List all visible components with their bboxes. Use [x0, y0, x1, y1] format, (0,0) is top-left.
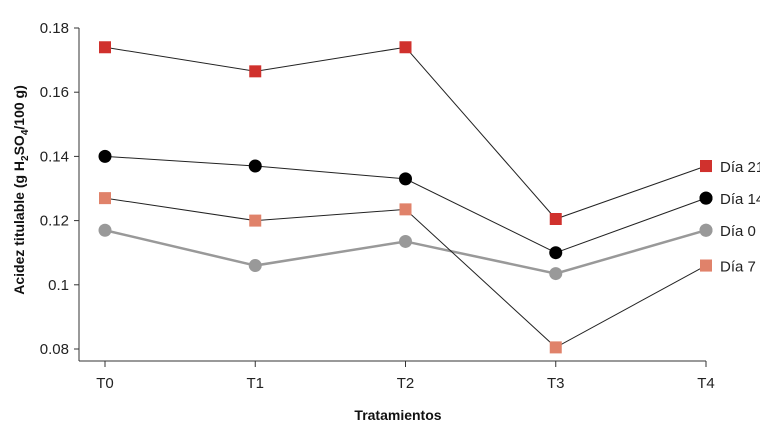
legend-marker	[700, 160, 712, 173]
y-tick-label: 0.14	[40, 148, 69, 165]
data-point	[249, 214, 262, 227]
legend-label: Día 14	[720, 191, 760, 208]
data-point	[549, 267, 563, 281]
series-line	[104, 46, 707, 220]
x-tick-label: T0	[96, 375, 114, 392]
x-axis-title: Tratamientos	[354, 407, 441, 423]
data-point	[549, 212, 562, 225]
x-tick-label: T3	[547, 375, 565, 392]
legend-marker	[699, 223, 713, 237]
legend-marker	[700, 259, 712, 272]
x-tick-label: T4	[697, 375, 715, 392]
data-point	[99, 41, 111, 54]
y-tick-label: 0.08	[40, 341, 69, 358]
data-point	[98, 223, 112, 237]
series-line	[104, 197, 707, 349]
x-tick-label: T1	[246, 375, 264, 392]
y-tick-label: 0.18	[40, 20, 69, 37]
y-tick-label: 0.16	[40, 84, 69, 101]
x-tick-label: T2	[397, 375, 415, 392]
data-point	[399, 41, 412, 54]
data-point	[549, 341, 562, 354]
data-point	[248, 259, 262, 273]
legend-label: Día 7	[720, 259, 756, 276]
data-point	[399, 172, 412, 186]
data-point	[249, 65, 262, 78]
series-layer	[98, 41, 713, 354]
x-axis-ticks: T0 T1 T2 T3 T4	[96, 361, 715, 392]
y-axis-ticks: 0.08 0.1 0.12 0.14 0.16 0.18	[40, 20, 79, 358]
legend-label: Día 0	[720, 223, 756, 240]
data-point	[549, 246, 563, 260]
legend-label: Día 21	[720, 159, 760, 176]
y-tick-label: 0.1	[48, 277, 69, 294]
data-point	[99, 192, 111, 205]
data-point	[399, 234, 412, 248]
legend: Día 21 Día 14 Día 0 Día 7	[699, 159, 760, 276]
legend-marker	[699, 191, 713, 205]
data-point	[399, 203, 412, 216]
y-tick-label: 0.12	[40, 213, 69, 230]
data-point	[98, 149, 112, 163]
y-axis-title: Acidez titulable (g H2SO4/100 g)	[11, 85, 31, 295]
data-point	[248, 159, 262, 173]
